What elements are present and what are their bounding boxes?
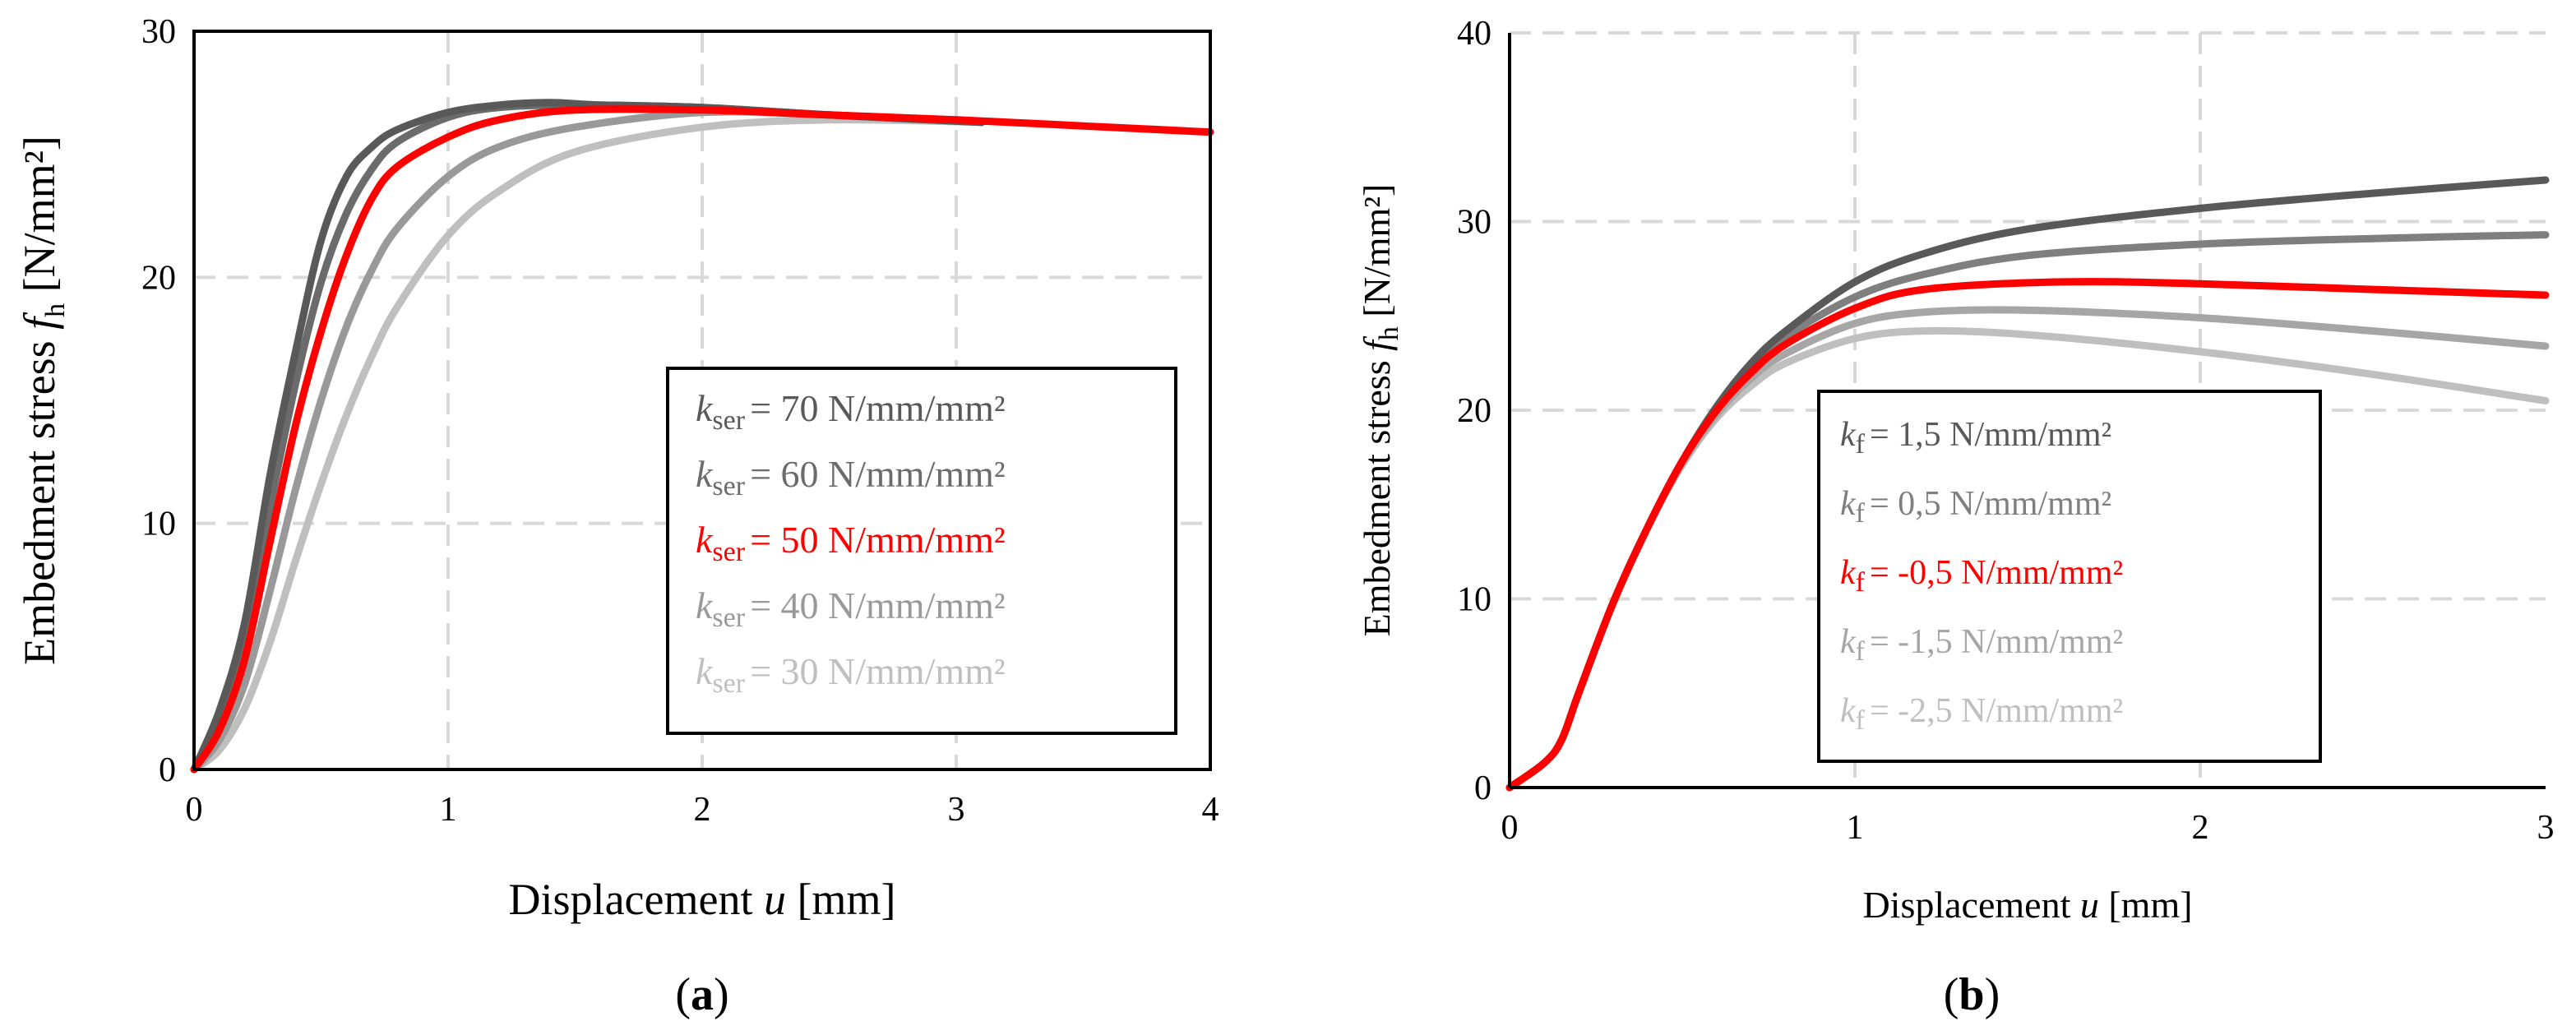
x-tick-label: 1 — [1847, 809, 1864, 847]
y-tick-label: 30 — [141, 13, 176, 51]
legend-entry: kser = 70 N/mm/mm² — [696, 387, 1006, 436]
legend-entry: kser = 40 N/mm/mm² — [696, 584, 1006, 633]
y-tick-labels-b: 0 10 20 30 40 — [1457, 15, 1491, 807]
y-label-text-a: Embedment stress — [15, 340, 64, 664]
x-tick-label: 1 — [440, 791, 457, 829]
legend-entry: kser = 60 N/mm/mm² — [696, 453, 1006, 501]
series-group-b — [1505, 176, 2550, 792]
x-label-var-a: u — [764, 875, 786, 924]
x-tick-label: 3 — [2537, 809, 2555, 847]
legend-entry: kser = 30 N/mm/mm² — [696, 650, 1006, 699]
plot-frame-a — [192, 30, 1212, 771]
x-tick-labels-b: 0 1 2 3 — [1501, 809, 2555, 847]
legend-box-b — [1817, 390, 2322, 763]
legend-box-a — [666, 367, 1177, 735]
legend-b: kf = 1,5 N/mm/mm² kf = 0,5 N/mm/mm² kf = -0,5… — [1817, 390, 2322, 763]
x-tick-label: 3 — [948, 791, 965, 829]
chart-a: 0 10 20 30 0 1 2 3 4 Embedment stress fh [N/mm²… — [15, 13, 1219, 1020]
series-line-f-2 — [1505, 278, 2550, 792]
y-label-text-b: Embedment stress — [1356, 360, 1398, 636]
legend-entry: kf = 1,5 N/mm/mm² — [1840, 416, 2111, 460]
legend-entries-b: kf = 1,5 N/mm/mm² kf = 0,5 N/mm/mm² kf = -0,5… — [1840, 416, 2123, 736]
legend-entry: kf = 0,5 N/mm/mm² — [1840, 485, 2111, 529]
x-label-unit-b: [mm] — [2108, 884, 2192, 926]
y-tick-labels-a: 0 10 20 30 — [141, 13, 176, 789]
x-axis-label-a: Displacement u [mm] — [509, 875, 896, 924]
y-axis-label-a: Embedment stress fh [N/mm²] — [15, 136, 74, 665]
x-tick-label: 0 — [1501, 809, 1519, 847]
x-axis-label-b: Displacement u [mm] — [1862, 884, 2192, 926]
series-group-a — [190, 99, 1214, 774]
y-tick-label: 30 — [1457, 204, 1491, 242]
y-axis-label-b: Embedment stress fh [N/mm²] — [1356, 184, 1406, 637]
y-tick-label: 20 — [1457, 392, 1491, 430]
y-tick-label: 0 — [1474, 769, 1491, 807]
x-label-text-a: Displacement — [509, 875, 753, 924]
y-label-sub-b: h — [1374, 326, 1404, 340]
y-tick-label: 40 — [1457, 15, 1491, 53]
y-tick-label: 10 — [1457, 581, 1491, 619]
legend-a: kser = 70 N/mm/mm² kser = 60 N/mm/mm² kser = … — [666, 367, 1177, 735]
x-label-text-b: Displacement — [1862, 884, 2070, 926]
y-tick-label: 20 — [141, 259, 176, 297]
y-label-unit-a: [N/mm²] — [15, 136, 64, 292]
y-tick-label: 0 — [159, 751, 176, 789]
x-tick-label: 4 — [1202, 791, 1219, 829]
x-label-unit-a: [mm] — [797, 875, 895, 924]
legend-entry: kf = -2,5 N/mm/mm² — [1840, 692, 2123, 736]
y-label-unit-b: [N/mm²] — [1356, 184, 1398, 317]
x-tick-labels-a: 0 1 2 3 4 — [186, 791, 1219, 829]
y-tick-label: 10 — [141, 506, 176, 543]
legend-entry: kser = 50 N/mm/mm² — [696, 519, 1006, 567]
series-line-ser-4 — [190, 116, 986, 774]
x-tick-label: 2 — [2192, 809, 2209, 847]
y-label-sub-a: h — [40, 303, 71, 317]
x-tick-label: 2 — [694, 791, 711, 829]
legend-entries-a: kser = 70 N/mm/mm² kser = 60 N/mm/mm² kser = … — [696, 387, 1006, 699]
x-label-var-b: u — [2080, 884, 2099, 926]
legend-entry: kf = -0,5 N/mm/mm² — [1840, 554, 2123, 598]
legend-entry: kf = -1,5 N/mm/mm² — [1840, 623, 2123, 667]
chart-b: 0 10 20 30 40 0 1 2 3 Embedment stress fh [N/mm… — [1356, 15, 2555, 1020]
panel-label-a: (a) — [675, 969, 728, 1020]
panel-label-b: (b) — [1944, 969, 2000, 1020]
x-tick-label: 0 — [186, 791, 203, 829]
series-line-ser-2 — [190, 105, 1214, 774]
